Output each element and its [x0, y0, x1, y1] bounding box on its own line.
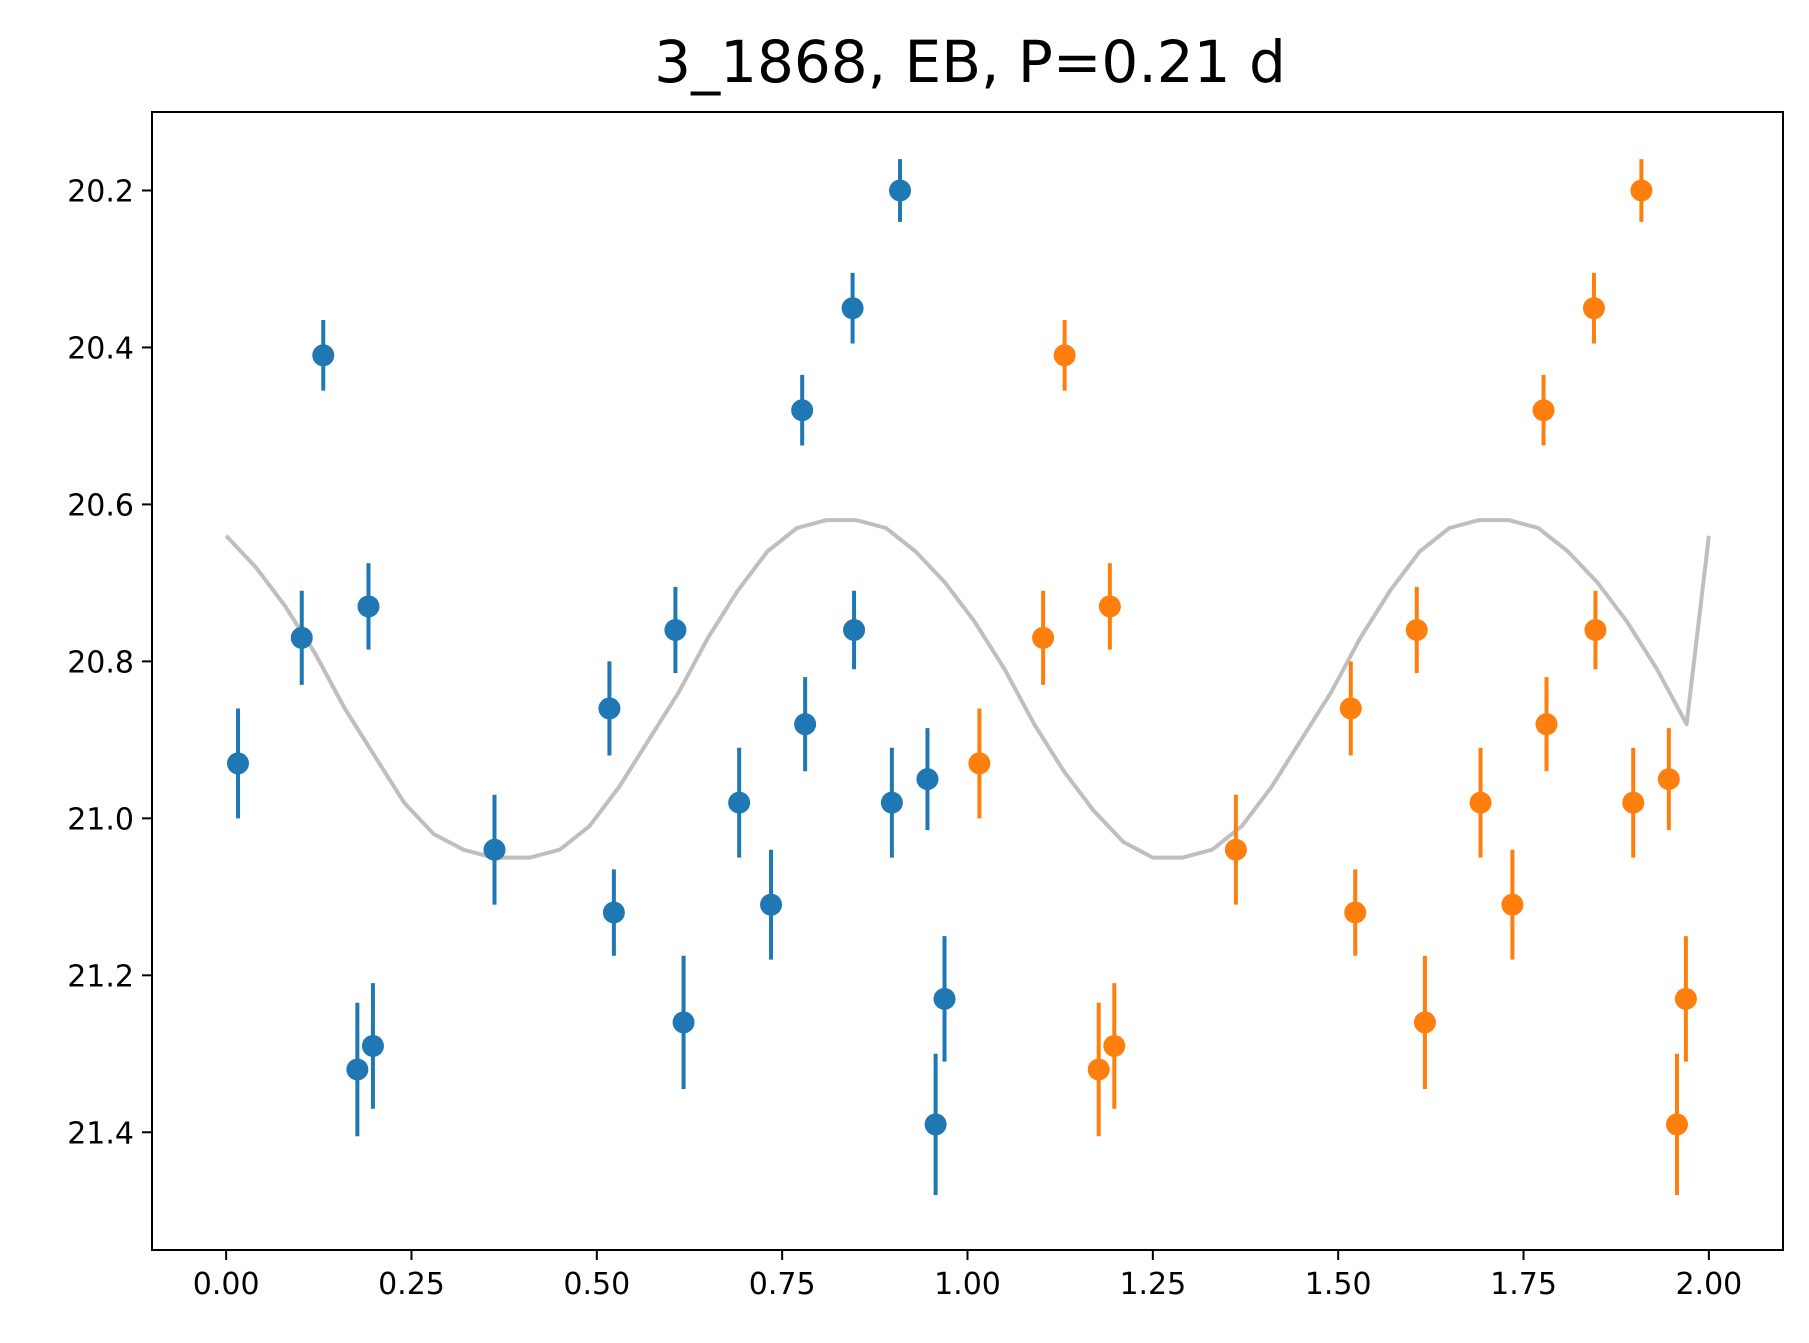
- data-point: [1032, 626, 1055, 649]
- data-point: [602, 901, 625, 924]
- y-tick-label: 21.4: [67, 1116, 134, 1151]
- x-tick-label: 1.50: [1305, 1267, 1372, 1302]
- data-point: [1665, 1113, 1688, 1136]
- data-point: [933, 987, 956, 1010]
- data-point: [1501, 893, 1524, 916]
- data-point: [760, 893, 783, 916]
- x-tick-label: 1.25: [1119, 1267, 1186, 1302]
- data-point: [598, 697, 621, 720]
- y-tick-label: 21.0: [67, 802, 134, 837]
- data-point: [226, 752, 249, 775]
- x-tick-label: 0.00: [193, 1267, 260, 1302]
- data-point: [1584, 618, 1607, 641]
- data-point: [1469, 791, 1492, 814]
- y-tick-label: 20.2: [67, 174, 134, 209]
- data-point: [361, 1034, 384, 1057]
- data-point: [1657, 768, 1680, 791]
- data-point: [728, 791, 751, 814]
- data-point: [357, 595, 380, 618]
- data-point: [1053, 344, 1076, 367]
- data-point: [1339, 697, 1362, 720]
- data-point: [1413, 1011, 1436, 1034]
- data-point: [1224, 838, 1247, 861]
- y-tick-label: 21.2: [67, 959, 134, 994]
- data-point: [672, 1011, 695, 1034]
- data-point: [1674, 987, 1697, 1010]
- data-point: [1622, 791, 1645, 814]
- y-tick-label: 20.6: [67, 488, 134, 523]
- data-point: [841, 297, 864, 320]
- data-point: [1098, 595, 1121, 618]
- model-curve: [224, 518, 1711, 860]
- x-tick-label: 0.50: [563, 1267, 630, 1302]
- plot-area: 0.00 0.25 0.50 0.75 1.00 1.25 1.50 1.75 2.00 20.2…: [67, 111, 1784, 1302]
- y-tick-label: 20.4: [67, 331, 134, 366]
- data-point: [346, 1058, 369, 1081]
- data-point: [843, 618, 866, 641]
- x-tick-label: 2.00: [1675, 1267, 1742, 1302]
- data-point: [791, 399, 814, 422]
- chart-title: 3_1868, EB, P=0.21 d: [654, 28, 1286, 96]
- x-tick-label: 0.75: [749, 1267, 816, 1302]
- data-point: [312, 344, 335, 367]
- data-point: [916, 768, 939, 791]
- data-point: [483, 838, 506, 861]
- data-point: [1344, 901, 1367, 924]
- data-point: [1630, 179, 1653, 202]
- data-point: [968, 752, 991, 775]
- data-point: [664, 618, 687, 641]
- axes-frame: [151, 111, 1784, 1251]
- x-tick-label: 1.00: [934, 1267, 1001, 1302]
- x-tick-label: 0.25: [378, 1267, 445, 1302]
- data-point: [794, 713, 817, 736]
- x-tick-label: 1.75: [1490, 1267, 1557, 1302]
- data-point: [1535, 713, 1558, 736]
- data-point: [1582, 297, 1605, 320]
- data-point: [290, 626, 313, 649]
- data-point: [1532, 399, 1555, 422]
- data-point: [1405, 618, 1428, 641]
- y-tick-label: 20.8: [67, 645, 134, 680]
- data-point: [1103, 1034, 1126, 1057]
- data-point: [924, 1113, 947, 1136]
- data-point: [1087, 1058, 1110, 1081]
- data-point: [889, 179, 912, 202]
- data-point: [880, 791, 903, 814]
